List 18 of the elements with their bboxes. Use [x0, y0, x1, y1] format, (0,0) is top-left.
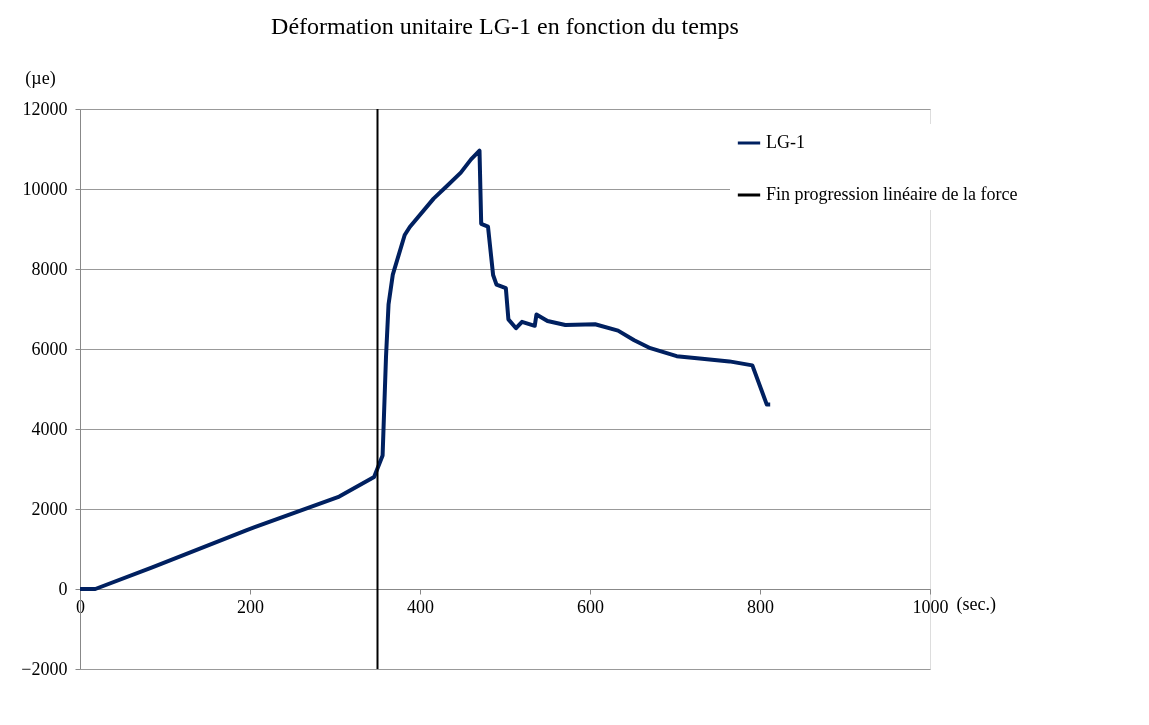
ref-line-label: Fin progression linéaire de la force	[766, 184, 1018, 204]
x-tick-label: 1000	[912, 596, 949, 617]
y-tick-label: 4000	[31, 418, 68, 439]
x-tick-label: 600	[577, 596, 604, 617]
y-tick-label: 10000	[22, 178, 68, 199]
y-tick-label: −2000	[21, 658, 68, 679]
x-axis-title: (sec.)	[956, 593, 996, 615]
x-tick-label: 200	[237, 596, 264, 617]
x-tick-label: 400	[407, 596, 434, 617]
y-tick-label: 8000	[31, 258, 68, 279]
y-axis-title: (µe)	[25, 67, 56, 89]
y-tick-label: 0	[58, 578, 68, 599]
y-tick-label: 2000	[31, 498, 68, 519]
y-tick-label: 12000	[22, 98, 68, 119]
x-tick-label: 800	[747, 596, 774, 617]
y-tick-label: 6000	[31, 338, 68, 359]
chart-title: Déformation unitaire LG-1 en fonction du temps	[271, 13, 739, 39]
legend-label: LG-1	[766, 132, 805, 152]
